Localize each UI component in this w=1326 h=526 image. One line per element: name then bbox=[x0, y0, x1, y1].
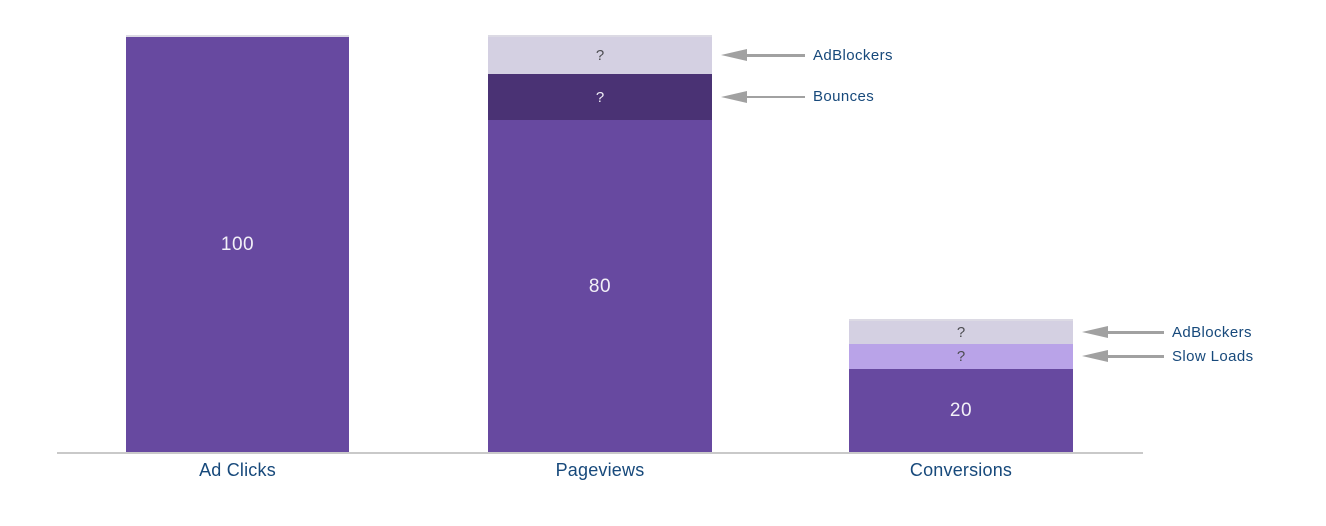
left-arrow-icon bbox=[1082, 350, 1108, 362]
annotation-label-adblockers: AdBlockers bbox=[1172, 323, 1252, 341]
category-label-ad-clicks: Ad Clicks bbox=[199, 460, 276, 480]
segment-value-label: ? bbox=[956, 324, 966, 341]
annotation-label-slow-loads: Slow Loads bbox=[1172, 347, 1254, 365]
bar-segment-pageviews-pageviews-main: 80 bbox=[488, 120, 712, 452]
bar-segment-conversions-conversions-main: 20 bbox=[849, 369, 1073, 452]
bar-segment-conversions-adblockers: ? bbox=[849, 321, 1073, 344]
segment-value-label: ? bbox=[595, 47, 605, 64]
annotation-label-adblockers: AdBlockers bbox=[813, 46, 893, 64]
annotation-label-bounces: Bounces bbox=[813, 88, 875, 105]
bar-segment-pageviews-bounces: ? bbox=[488, 74, 712, 120]
left-arrow-icon bbox=[1082, 326, 1108, 338]
bar-pageviews: ?? 80 bbox=[488, 35, 712, 452]
category-label-pageviews: Pageviews bbox=[555, 460, 645, 480]
x-axis-line bbox=[57, 452, 1143, 454]
segment-value-label: ? bbox=[956, 348, 966, 365]
arrow-line bbox=[1106, 355, 1164, 358]
bar-segment-pageviews-adblockers: ? bbox=[488, 37, 712, 74]
segment-value-label: ? bbox=[595, 88, 605, 106]
segment-value-label: 20 bbox=[949, 400, 973, 421]
bar-ad-clicks: 100 bbox=[126, 35, 349, 452]
arrow-line bbox=[745, 95, 805, 99]
segment-value-label: 100 bbox=[220, 234, 255, 255]
left-arrow-icon bbox=[721, 90, 747, 103]
bar-segment-conversions-slow-loads: ? bbox=[849, 344, 1073, 369]
left-arrow-icon bbox=[721, 49, 747, 61]
bar-conversions: ?? 20 bbox=[849, 319, 1073, 452]
arrow-line bbox=[745, 54, 805, 57]
arrow-line bbox=[1106, 331, 1164, 334]
bar-segment-ad-clicks-ad-clicks-total: 100 bbox=[126, 37, 349, 452]
segment-value-label: 80 bbox=[588, 275, 612, 297]
category-label-conversions: Conversions bbox=[909, 460, 1013, 480]
